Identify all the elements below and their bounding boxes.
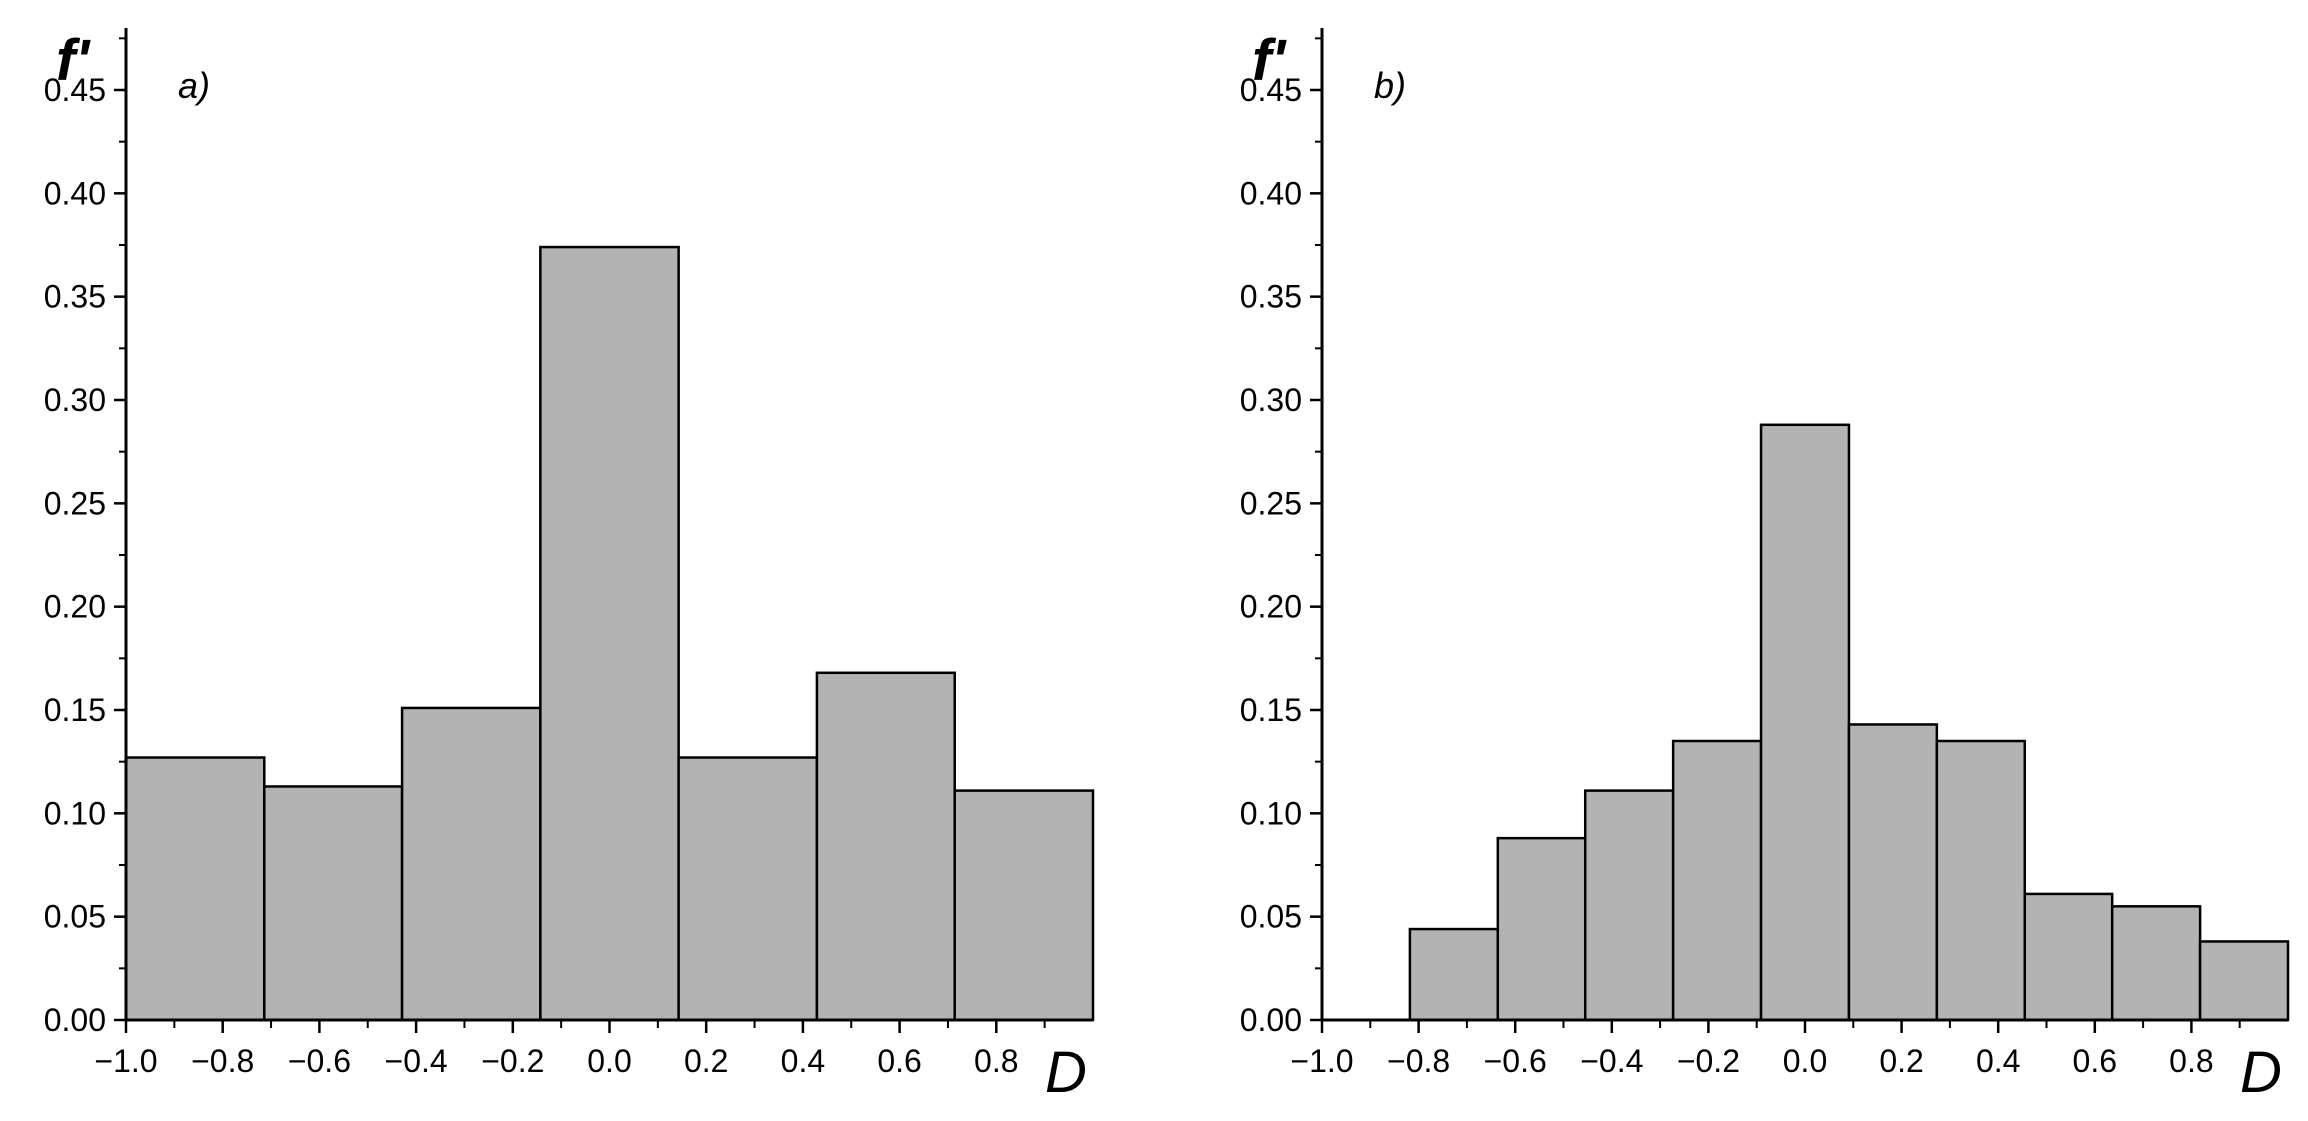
- histogram-bar: [953, 789, 1095, 1022]
- x-tick-label: 0.4: [1976, 1043, 2020, 1079]
- y-tick-label: 0.35: [44, 279, 106, 315]
- x-tick-label: −0.4: [1580, 1043, 1643, 1079]
- y-tick-label: 0.40: [1240, 175, 1302, 211]
- y-tick-label: 0.25: [1240, 485, 1302, 521]
- histogram-bar: [2110, 905, 2202, 1022]
- x-tick-label: 0.2: [1879, 1043, 1923, 1079]
- y-tick-label: 0.10: [44, 795, 106, 831]
- x-tick-label: −0.4: [385, 1043, 448, 1079]
- histogram-bar: [1408, 927, 1500, 1022]
- y-tick-label: 0.20: [44, 589, 106, 625]
- chart-panel-b: 0.00 0.05 0.10 0.15 0.20 0.25 0.30 0.35 0.40 0.45…: [1240, 28, 2290, 1105]
- x-tick-label: 0.6: [2073, 1043, 2117, 1079]
- x-tick-label: −1.0: [1290, 1043, 1353, 1079]
- x-tick-label: −0.6: [288, 1043, 351, 1079]
- y-tick-label: 0.25: [44, 485, 106, 521]
- histogram-bar: [1496, 836, 1587, 1022]
- x-tick-label: 0.2: [684, 1043, 728, 1079]
- chart-panel-a: 0.00 0.05 0.10 0.15 0.20 0.25 0.30 0.35 0.40 0.45…: [44, 28, 1095, 1105]
- y-axis-label: f': [1252, 28, 1287, 93]
- histogram-bar: [2023, 892, 2114, 1022]
- x-tick-label: −0.2: [1677, 1043, 1740, 1079]
- x-axis-label: D: [1045, 1040, 1087, 1105]
- histogram-bar: [677, 756, 819, 1022]
- x-tick-label: 0.8: [2169, 1043, 2213, 1079]
- y-tick-label: 0.30: [1240, 382, 1302, 418]
- y-tick-label: 0.35: [1240, 279, 1302, 315]
- panel-label: a): [178, 65, 210, 106]
- histogram-bar: [263, 785, 404, 1022]
- x-tick-label: −0.2: [481, 1043, 544, 1079]
- x-tick-label: 0.6: [877, 1043, 921, 1079]
- y-tick-label: 0.45: [1240, 72, 1302, 108]
- panel-label: b): [1374, 65, 1406, 106]
- histogram-bar: [1583, 789, 1675, 1022]
- x-tick-label: 0.8: [974, 1043, 1018, 1079]
- x-tick-label: −0.6: [1484, 1043, 1547, 1079]
- x-axis-label: D: [2240, 1040, 2282, 1105]
- y-tick-label: 0.45: [44, 72, 106, 108]
- histogram-bar: [1847, 723, 1939, 1022]
- y-tick-label: 0.30: [44, 382, 106, 418]
- histogram-bar: [2198, 940, 2290, 1022]
- y-tick-label: 0.05: [1240, 899, 1302, 935]
- y-tick-label: 0.00: [1240, 1002, 1302, 1038]
- histogram-bar: [124, 756, 266, 1022]
- y-axis-label: f': [56, 28, 91, 93]
- y-tick-label: 0.20: [1240, 589, 1302, 625]
- histogram-bar: [400, 706, 542, 1022]
- histogram-bar: [815, 671, 956, 1022]
- histogram-bar: [539, 245, 680, 1022]
- y-tick-label: 0.15: [44, 692, 106, 728]
- histogram-bar: [1759, 423, 1851, 1022]
- y-tick-label: 0.00: [44, 1002, 106, 1038]
- y-tick-label: 0.40: [44, 175, 106, 211]
- x-tick-label: −0.8: [1387, 1043, 1450, 1079]
- histogram-bar: [1935, 739, 2027, 1022]
- x-tick-label: −0.8: [191, 1043, 254, 1079]
- x-tick-label: −1.0: [94, 1043, 157, 1079]
- y-tick-label: 0.10: [1240, 795, 1302, 831]
- y-tick-label: 0.05: [44, 899, 106, 935]
- histogram-bar: [1671, 739, 1763, 1022]
- y-tick-label: 0.15: [1240, 692, 1302, 728]
- x-tick-label: 0.0: [587, 1043, 631, 1079]
- x-tick-label: 0.0: [1783, 1043, 1827, 1079]
- x-tick-label: 0.4: [781, 1043, 825, 1079]
